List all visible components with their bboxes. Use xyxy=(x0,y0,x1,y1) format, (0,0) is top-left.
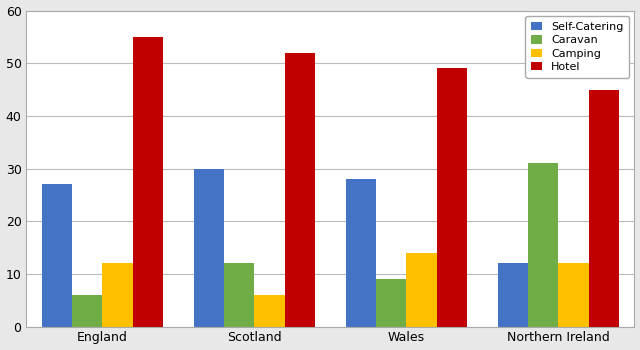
Bar xyxy=(498,264,528,327)
Bar xyxy=(285,53,316,327)
Bar xyxy=(346,179,376,327)
Bar xyxy=(376,279,406,327)
Bar xyxy=(437,69,467,327)
Bar xyxy=(194,169,224,327)
Bar xyxy=(224,264,255,327)
Bar xyxy=(528,163,559,327)
Bar xyxy=(559,264,589,327)
Bar xyxy=(72,295,102,327)
Bar xyxy=(102,264,133,327)
Legend: Self-Catering, Caravan, Camping, Hotel: Self-Catering, Caravan, Camping, Hotel xyxy=(525,16,629,78)
Bar xyxy=(589,90,620,327)
Bar xyxy=(255,295,285,327)
Bar xyxy=(133,37,163,327)
Bar xyxy=(42,184,72,327)
Bar xyxy=(406,253,437,327)
